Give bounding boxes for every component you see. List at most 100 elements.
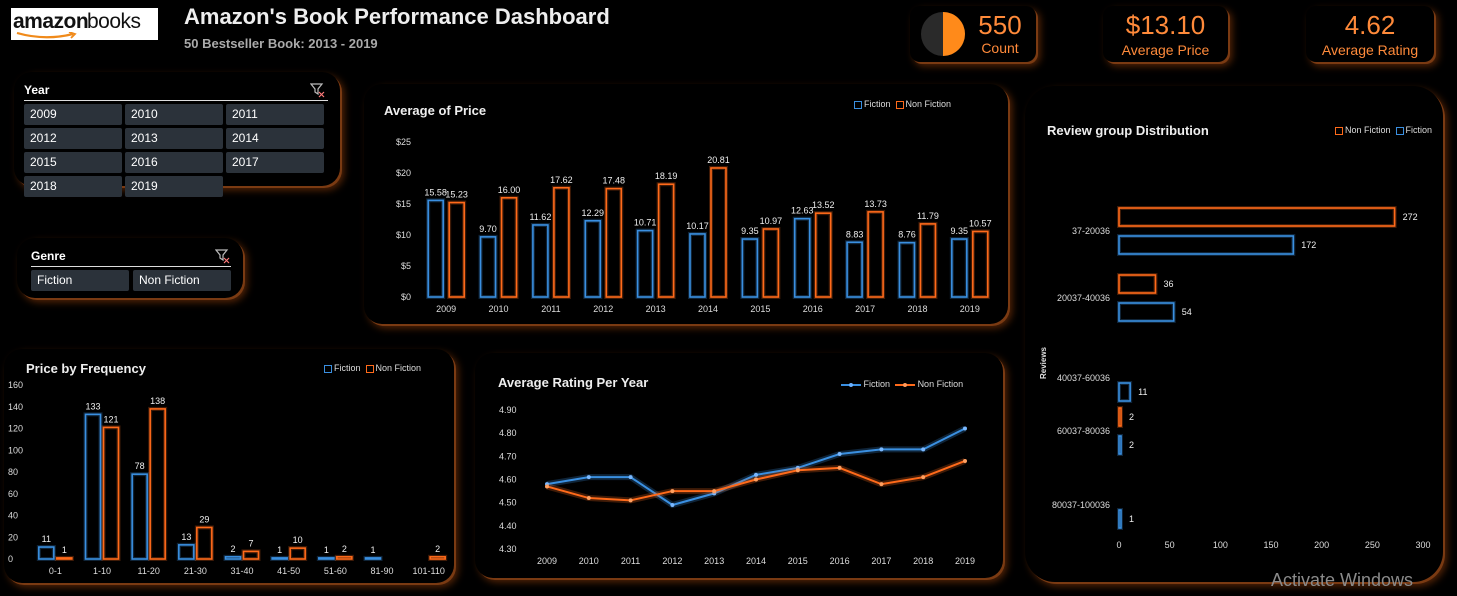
year-option-2014[interactable]: 2014 bbox=[226, 128, 324, 149]
x-tick-label: 0 bbox=[1116, 540, 1121, 550]
y-tick-label: $5 bbox=[401, 261, 411, 271]
x-tick-label: 0-1 bbox=[49, 566, 62, 576]
year-option-2019[interactable]: 2019 bbox=[125, 176, 223, 197]
y-tick-label: 40 bbox=[8, 511, 18, 521]
nonfiction-bar bbox=[814, 212, 832, 298]
data-label: 11 bbox=[1138, 387, 1147, 397]
fiction-bar bbox=[178, 544, 195, 560]
x-tick-label: 2011 bbox=[621, 556, 640, 566]
clear-filter-icon[interactable] bbox=[310, 82, 326, 98]
x-tick-label: 2009 bbox=[537, 556, 557, 566]
x-tick-label: 2010 bbox=[579, 556, 599, 566]
x-tick-label: 81-90 bbox=[370, 566, 393, 576]
fiction-bar bbox=[131, 473, 148, 560]
nonfiction-bar bbox=[196, 526, 213, 560]
data-label: 10.17 bbox=[686, 221, 709, 231]
year-option-2017[interactable]: 2017 bbox=[226, 152, 324, 173]
nonfiction-bar bbox=[553, 186, 570, 298]
legend-nonfiction-swatch bbox=[895, 100, 904, 109]
fiction-bar-glow bbox=[478, 234, 498, 299]
year-option-2015[interactable]: 2015 bbox=[24, 152, 122, 173]
nonfiction-bar-glow bbox=[918, 221, 938, 299]
y-tick-label: 37-20036 bbox=[1072, 226, 1110, 236]
dashboard-subtitle: 50 Bestseller Book: 2013 - 2019 bbox=[184, 36, 378, 51]
x-tick-label: 2012 bbox=[593, 304, 613, 314]
year-option-2016[interactable]: 2016 bbox=[125, 152, 223, 173]
count-label: Count bbox=[981, 40, 1019, 56]
fiction-bar bbox=[1118, 435, 1122, 455]
price-frequency-legend: Fiction Non Fiction bbox=[324, 363, 421, 373]
fiction-bar-glow bbox=[583, 218, 603, 299]
clear-filter-icon[interactable] bbox=[215, 248, 231, 264]
nonfiction-bar-glow bbox=[194, 525, 214, 561]
fiction-bar bbox=[951, 238, 968, 298]
nonfiction-bar-glow bbox=[866, 209, 886, 299]
fiction-bar bbox=[1118, 235, 1295, 255]
nonfiction-point bbox=[754, 477, 758, 482]
x-tick-label: 2016 bbox=[830, 556, 850, 566]
fiction-bar-glow bbox=[688, 231, 707, 299]
nonfiction-bar bbox=[1118, 207, 1396, 227]
y-tick-label: 160 bbox=[8, 380, 23, 390]
legend-fiction-swatch bbox=[1395, 126, 1404, 135]
y-tick-label: 4.50 bbox=[499, 498, 517, 508]
legend-fiction-label: Fiction bbox=[1405, 125, 1433, 135]
nonfiction-bar bbox=[1118, 274, 1157, 294]
nonfiction-bar bbox=[762, 228, 780, 298]
fiction-bar bbox=[584, 220, 602, 298]
year-option-2009[interactable]: 2009 bbox=[24, 104, 122, 125]
x-tick-label: 2009 bbox=[436, 304, 456, 314]
year-option-2013[interactable]: 2013 bbox=[125, 128, 223, 149]
data-label: 2 bbox=[1129, 412, 1134, 422]
genre-slicer-title: Genre bbox=[31, 249, 66, 263]
fiction-bar-glow bbox=[740, 237, 760, 299]
year-option-2018[interactable]: 2018 bbox=[24, 176, 122, 197]
nonfiction-bar-glow bbox=[499, 195, 519, 299]
fiction-point bbox=[879, 447, 884, 452]
y-tick-label: 4.70 bbox=[499, 451, 517, 461]
legend-nonfiction-label: Non Fiction bbox=[375, 363, 422, 373]
review-distribution-chart: 0 50 100 150 200 250 300 Reviews 37-20036 272 172 2… bbox=[1039, 206, 1431, 550]
fiction-point bbox=[754, 472, 758, 477]
x-tick-label: 2018 bbox=[907, 304, 927, 314]
data-label: 10.57 bbox=[969, 218, 992, 228]
data-label: 10 bbox=[293, 535, 303, 545]
x-tick-label: 41-50 bbox=[277, 566, 300, 576]
nonfiction-point bbox=[628, 498, 633, 503]
x-tick-label: 1-10 bbox=[93, 566, 111, 576]
x-tick-label: 200 bbox=[1314, 540, 1329, 550]
genre-option-non-fiction[interactable]: Non Fiction bbox=[133, 270, 231, 291]
average-price-panel: Average of Price Fiction Non Fiction $0 $… bbox=[364, 84, 1008, 324]
logo-word-books: books bbox=[87, 10, 141, 33]
legend-fiction-line-icon bbox=[841, 382, 861, 387]
legend-nonfiction-label: Non Fiction bbox=[905, 99, 952, 109]
genre-option-fiction[interactable]: Fiction bbox=[31, 270, 129, 291]
fiction-point bbox=[921, 447, 926, 452]
data-label: 12.29 bbox=[582, 208, 605, 218]
nonfiction-bar-glow bbox=[551, 185, 571, 299]
fiction-bar bbox=[1118, 302, 1175, 322]
data-label: 7 bbox=[248, 538, 253, 548]
dashboard-title: Amazon's Book Performance Dashboard bbox=[184, 4, 610, 29]
nonfiction-point bbox=[670, 489, 675, 494]
y-tick-label: 100 bbox=[8, 445, 23, 455]
data-label: 2 bbox=[1129, 440, 1134, 450]
year-option-2011[interactable]: 2011 bbox=[226, 104, 324, 125]
year-option-2010[interactable]: 2010 bbox=[125, 104, 223, 125]
data-label: 13 bbox=[181, 532, 191, 542]
y-tick-label: 4.90 bbox=[499, 405, 517, 415]
fiction-point bbox=[837, 452, 842, 457]
data-label: 20.81 bbox=[707, 155, 730, 165]
x-tick-label: 2013 bbox=[704, 556, 724, 566]
data-label: 8.76 bbox=[898, 230, 916, 240]
data-label: 11.62 bbox=[529, 212, 551, 222]
data-label: 15.23 bbox=[445, 190, 468, 200]
x-tick-label: 2015 bbox=[750, 304, 770, 314]
data-label: 133 bbox=[85, 401, 100, 411]
year-option-2012[interactable]: 2012 bbox=[24, 128, 122, 149]
data-label: 16.00 bbox=[498, 185, 521, 195]
nonfiction-bar bbox=[919, 223, 937, 298]
nonfiction-point bbox=[921, 475, 926, 480]
fiction-bar bbox=[1118, 509, 1122, 529]
nonfiction-point bbox=[963, 458, 967, 463]
